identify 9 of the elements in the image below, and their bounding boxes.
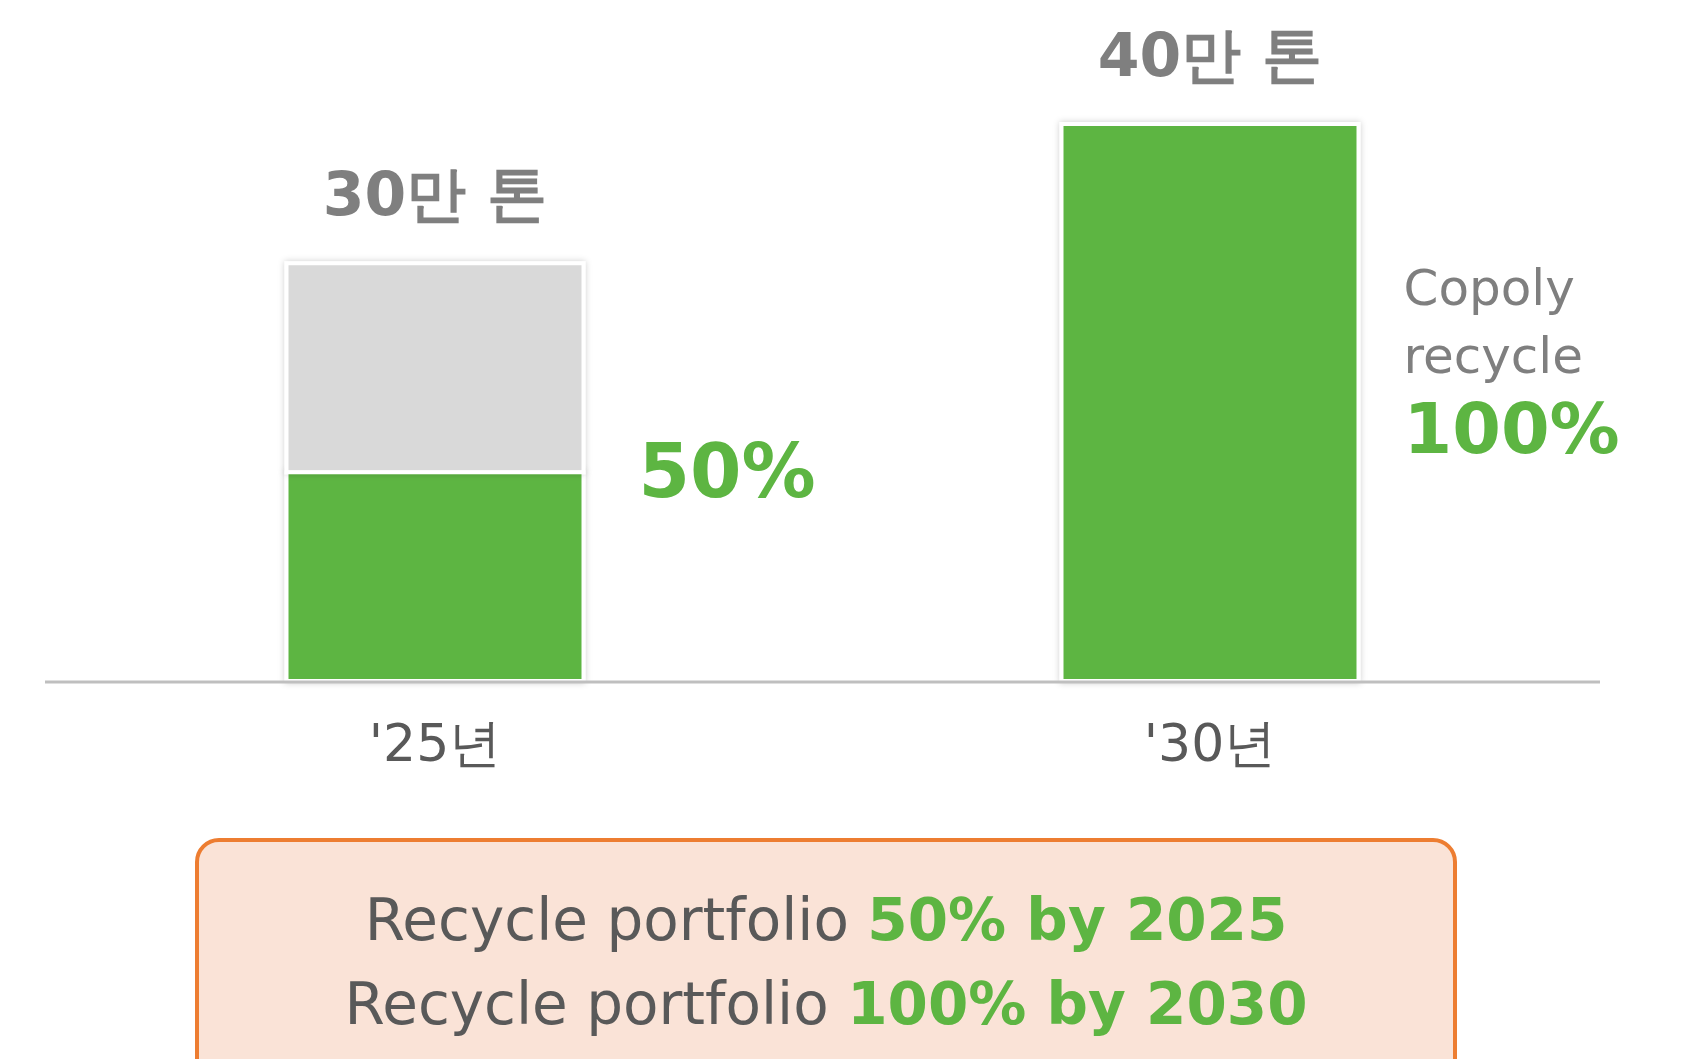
x-tick-label: '25년 (368, 713, 502, 773)
annotation: 50% (638, 428, 816, 515)
text: Recycle portfolio 50% by 2025 (364, 886, 1288, 954)
annotation: Copoly recycle (1403, 258, 1583, 385)
annotation: 30만 톤 (322, 159, 548, 230)
text: 40만 톤 (1097, 20, 1323, 90)
x-tick-label: '30년 (1143, 713, 1277, 773)
annotation: 100% (1403, 387, 1620, 470)
text: Recycle portfolio 100% by 2030 (344, 970, 1308, 1038)
